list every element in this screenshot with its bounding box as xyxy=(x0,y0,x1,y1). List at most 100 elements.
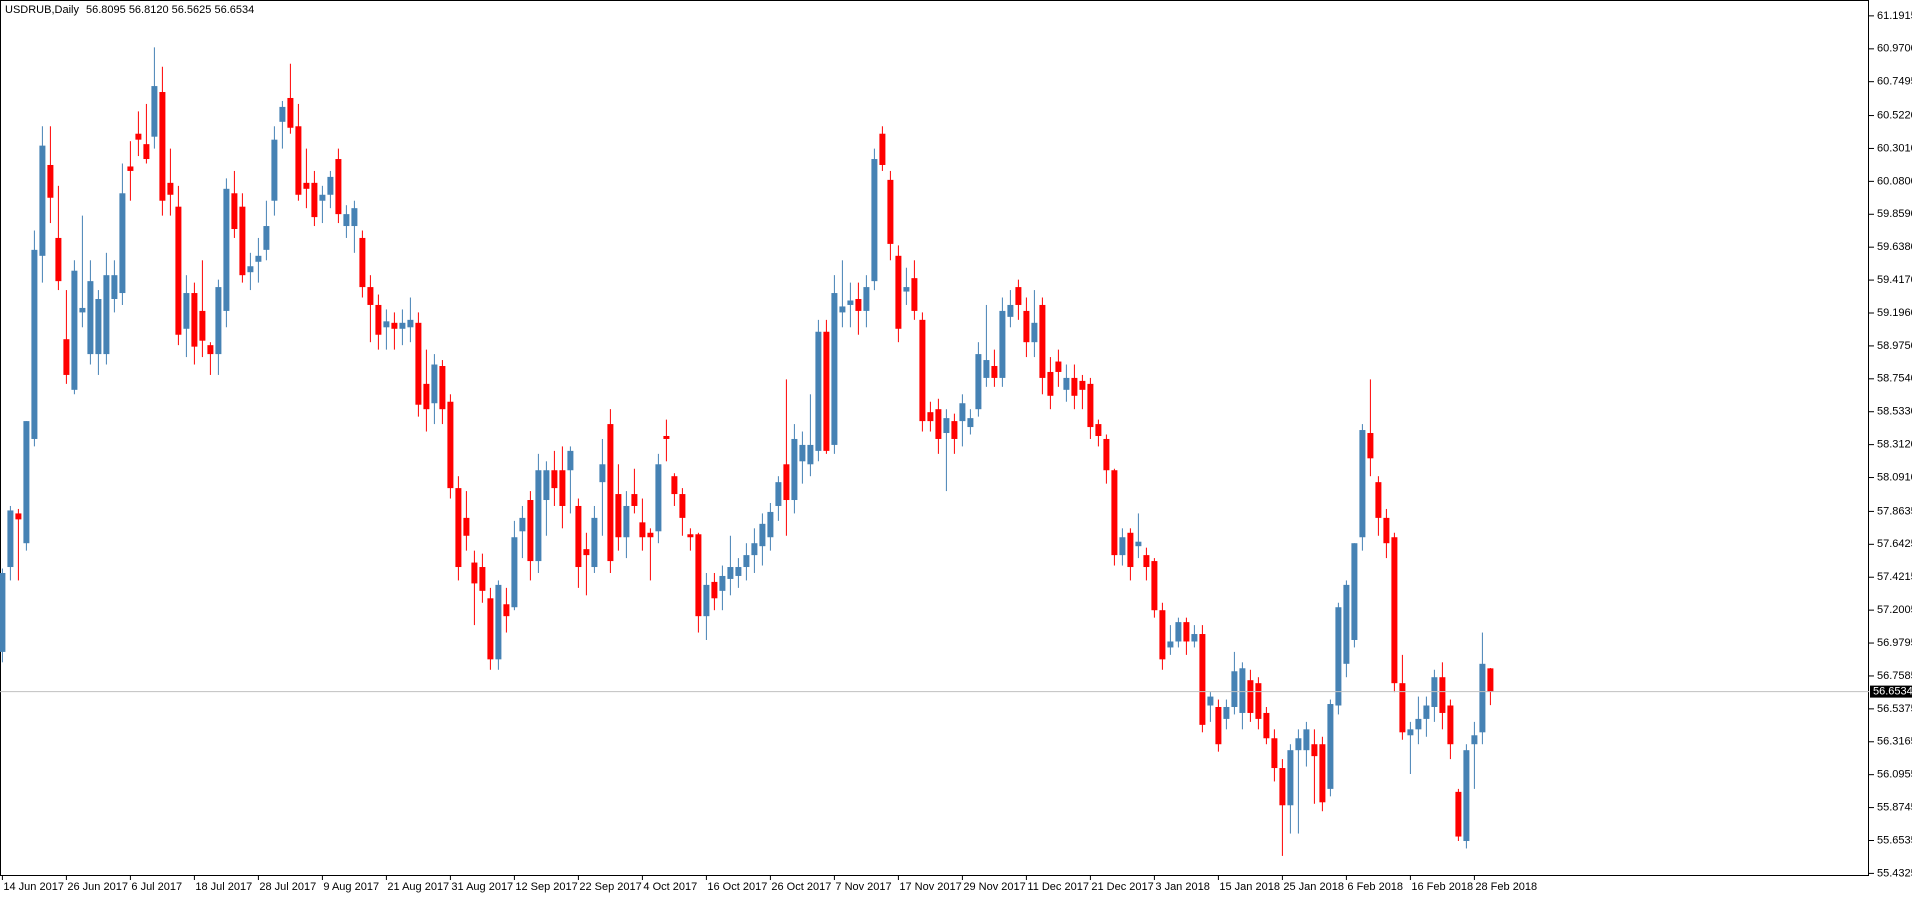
x-tick-label: 7 Nov 2017 xyxy=(835,881,891,893)
candle-body xyxy=(695,534,702,617)
candle-body xyxy=(127,166,134,171)
candle-body xyxy=(383,321,390,328)
candle-body xyxy=(1263,712,1270,739)
candle-body xyxy=(1407,729,1414,736)
x-tick-label: 28 Feb 2018 xyxy=(1475,881,1537,893)
x-tick-label: 22 Sep 2017 xyxy=(579,881,641,893)
candle-body xyxy=(1159,610,1166,660)
candle-body xyxy=(559,470,566,506)
x-tick-label: 6 Feb 2018 xyxy=(1347,881,1403,893)
chart-header-values: 56.8095 56.8120 56.5625 56.6534 xyxy=(86,4,254,16)
candle-body xyxy=(767,511,774,538)
candle-body xyxy=(87,281,94,355)
candle-body xyxy=(31,249,38,439)
candle-body xyxy=(799,444,806,462)
candle-body xyxy=(471,562,478,584)
candle-body xyxy=(167,182,174,195)
x-tick-label: 21 Aug 2017 xyxy=(387,881,449,893)
y-tick-label: 55.4325 xyxy=(1877,867,1912,879)
candle-body xyxy=(751,543,758,556)
candle-body xyxy=(295,126,302,195)
y-tick-label: 60.3010 xyxy=(1877,142,1912,154)
candle-body xyxy=(1007,304,1014,317)
candle-body xyxy=(1223,706,1230,719)
candle-body xyxy=(151,86,158,137)
x-tick-label: 11 Dec 2017 xyxy=(1027,881,1089,893)
candle-body xyxy=(1335,607,1342,706)
x-tick-label: 16 Feb 2018 xyxy=(1411,881,1473,893)
candle-body xyxy=(1287,750,1294,806)
candle-body xyxy=(567,450,574,471)
candle-body xyxy=(1119,537,1126,556)
candle-body xyxy=(63,339,70,375)
candle-body xyxy=(927,412,934,422)
candle-body xyxy=(815,331,822,451)
candle-body xyxy=(1343,584,1350,664)
candle-body xyxy=(1151,561,1158,611)
candle-body xyxy=(1215,706,1222,745)
y-tick-label: 58.3120 xyxy=(1877,439,1912,451)
last-price-box xyxy=(1870,685,1912,698)
candle-body xyxy=(783,464,790,501)
candle-body xyxy=(1087,383,1094,428)
candle-body xyxy=(967,418,974,428)
candle-body xyxy=(1415,718,1422,730)
x-tick-label: 31 Aug 2017 xyxy=(451,881,513,893)
candle-body xyxy=(263,226,270,250)
candle-body xyxy=(55,237,62,282)
candle-body xyxy=(831,293,838,445)
candle-body xyxy=(1191,634,1198,642)
candle-body xyxy=(223,188,230,311)
candle-body xyxy=(1255,683,1262,719)
candle-body xyxy=(959,403,966,422)
y-tick-label: 58.5330 xyxy=(1877,406,1912,418)
candle-body xyxy=(791,438,798,501)
candle-body xyxy=(1103,438,1110,471)
candle-body xyxy=(975,354,982,410)
candle-body xyxy=(1207,696,1214,706)
x-tick-label: 4 Oct 2017 xyxy=(643,881,697,893)
candle-body xyxy=(591,517,598,568)
candle-body xyxy=(1015,287,1022,305)
candle-body xyxy=(199,310,206,341)
y-tick-label: 59.8590 xyxy=(1877,208,1912,220)
candle-body xyxy=(983,360,990,378)
candle-body xyxy=(1143,555,1150,568)
candle-body xyxy=(1111,470,1118,556)
candle-body xyxy=(951,421,958,439)
chart-title: USDRUB,Daily xyxy=(5,4,79,16)
candle-body xyxy=(583,549,590,556)
candle-body xyxy=(463,517,470,536)
candle-body xyxy=(487,598,494,660)
x-tick-label: 29 Nov 2017 xyxy=(963,881,1025,893)
candle-body xyxy=(1279,768,1286,806)
candle-body xyxy=(1303,729,1310,751)
candle-body xyxy=(431,364,438,404)
candle-body xyxy=(1375,482,1382,518)
candle-body xyxy=(1359,430,1366,538)
candle-body xyxy=(95,298,102,355)
candle-body xyxy=(735,567,742,576)
candle-body xyxy=(1239,668,1246,713)
candle-body xyxy=(399,322,406,329)
candle-body xyxy=(999,310,1006,378)
candle-body xyxy=(1175,622,1182,642)
y-tick-label: 60.7495 xyxy=(1877,76,1912,88)
candle-body xyxy=(503,604,510,617)
candle-body xyxy=(935,409,942,439)
candle-body xyxy=(1487,668,1494,692)
candle-body xyxy=(303,182,310,189)
candle-body xyxy=(1399,683,1406,733)
candle-body xyxy=(439,366,446,410)
candle-body xyxy=(1423,705,1430,719)
candle-body xyxy=(191,293,198,347)
candle-body xyxy=(743,555,750,568)
candle-body xyxy=(671,476,678,495)
candle-body xyxy=(759,523,766,547)
x-tick-label: 12 Sep 2017 xyxy=(515,881,577,893)
candle-body xyxy=(871,159,878,282)
candle-body xyxy=(703,584,710,617)
candle-body xyxy=(535,470,542,562)
